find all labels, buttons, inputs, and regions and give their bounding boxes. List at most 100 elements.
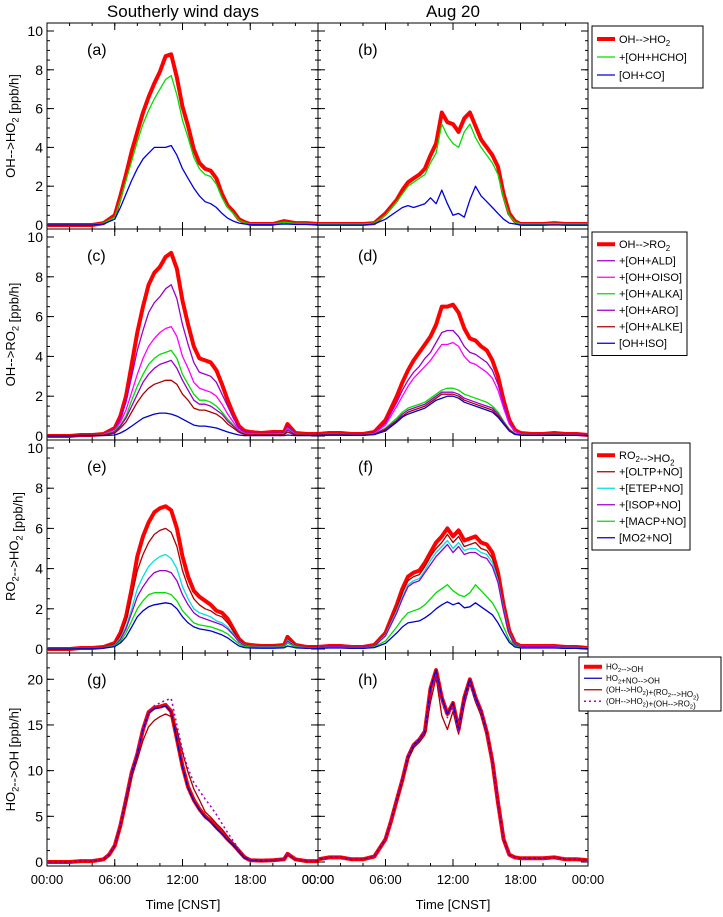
- x-axis-title-left: Time [CNST]: [146, 897, 221, 912]
- x-axis-title-right: Time [CNST]: [416, 897, 491, 912]
- legend-label: +[MACP+NO]: [619, 516, 686, 528]
- series-line: [47, 713, 318, 863]
- legend-label: [OH+ISO]: [619, 338, 667, 350]
- panel-g: 0 5 10 15 20 00:00 06:00 12:00 18:00 00:00 (g) HO2-…: [3, 652, 335, 887]
- y-axis-label: RO2-->HO2 [ppb/h]: [3, 492, 25, 601]
- y-tick-label: 2: [35, 178, 43, 194]
- legend-label: +[OH+HCHO]: [619, 52, 687, 64]
- y-axis-label: OH-->HO2 [ppb/h]: [3, 74, 22, 178]
- legend-label: [OH+CO]: [619, 70, 665, 82]
- x-tick-label: 06:00: [98, 872, 131, 887]
- y-tick-label: 6: [35, 309, 43, 325]
- legend-label: (OH-->HO2)+(RO2-->HO2): [606, 686, 699, 702]
- series-line: [47, 602, 318, 650]
- series-line: [318, 185, 588, 226]
- panel-b: (b) OH-->HO2 +[OH+HCHO] [OH+CO]: [317, 22, 704, 230]
- series-line: [318, 123, 588, 225]
- series-line: [317, 668, 589, 863]
- series-line: [317, 341, 589, 436]
- y-tick-label: 0: [35, 854, 43, 870]
- column-title-right: Aug 20: [426, 2, 480, 21]
- series-line: [317, 329, 589, 436]
- series-line: [317, 391, 589, 437]
- panel-label: (e): [87, 459, 107, 476]
- column-title-left: Southerly wind days: [107, 2, 259, 21]
- legend-label: +[OH+ALKE]: [619, 322, 683, 334]
- y-tick-label: 0: [35, 428, 43, 444]
- y-tick-label: 4: [35, 348, 43, 364]
- legend-label: +[OH+ALKA]: [619, 289, 683, 301]
- y-tick-label: 15: [27, 717, 43, 733]
- series-line: [317, 387, 589, 437]
- y-tick-label: 6: [35, 520, 43, 536]
- legend-label: +[OH+ALD]: [619, 256, 676, 268]
- series-line: [317, 543, 589, 649]
- legend-label: RO2-->HO2: [619, 450, 675, 467]
- y-tick-label: 2: [35, 388, 43, 404]
- legend: HO2-->OHHO2+NO-->OH(OH-->HO2)+(RO2-->HO2…: [578, 656, 722, 712]
- series-line: [317, 395, 589, 437]
- series-line: [317, 302, 589, 437]
- series-line: [47, 697, 318, 863]
- panel-label: (a): [87, 42, 107, 59]
- series-line: [47, 379, 318, 437]
- legend: OH-->HO2 +[OH+HCHO] [OH+CO]: [591, 25, 704, 89]
- series-line: [47, 250, 318, 438]
- series-line: [47, 412, 318, 437]
- legend-label: +[ETEP+NO]: [619, 483, 683, 495]
- legend-box: [591, 442, 691, 551]
- legend: OH-->RO2 +[OH+ALD] +[OH+OISO] +[OH+ALKA] +[O…: [591, 231, 688, 356]
- y-tick-label: 5: [35, 808, 43, 824]
- series-line: [317, 584, 589, 650]
- series-line: [317, 526, 589, 650]
- x-tick-label: 00:00: [31, 872, 64, 887]
- y-tick-label: 2: [35, 601, 43, 617]
- x-tick-label: 12:00: [166, 872, 199, 887]
- legend-label: HO2+NO-->OH: [606, 674, 660, 685]
- y-tick-label: 10: [27, 440, 43, 456]
- panel-f: (f) RO2-->HO2+[OLTP+NO] +[ETEP+NO] +[ISOP+N…: [317, 439, 691, 654]
- series-line: [47, 52, 319, 227]
- x-tick-label: 18:00: [234, 872, 267, 887]
- y-tick-label: 10: [27, 23, 43, 39]
- legend-box: [578, 656, 722, 712]
- legend-label: [MO2+NO]: [619, 533, 672, 545]
- y-tick-label: 8: [35, 62, 43, 78]
- panel-label: (d): [358, 248, 378, 265]
- legend-label: +[OLTP+NO]: [619, 467, 682, 479]
- y-tick-label: 20: [27, 671, 43, 687]
- y-tick-label: 10: [27, 763, 43, 779]
- x-tick-label: 18:00: [504, 872, 537, 887]
- series-line: [47, 504, 318, 651]
- series-line: [47, 705, 318, 863]
- panel-label: (g): [87, 672, 107, 689]
- panel-c: 0 2 4 6 8 10 (c) OH-->RO2 [ppb/h]: [3, 228, 319, 444]
- y-tick-label: 6: [35, 101, 43, 117]
- panel-label: (h): [358, 672, 378, 689]
- legend-label: HO2-->OH: [606, 663, 643, 674]
- legend-label: (OH-->HO2)+(OH-->RO2): [606, 697, 696, 710]
- series-line: [317, 601, 589, 650]
- x-tick-label: 00:00: [302, 872, 335, 887]
- series-line: [317, 669, 589, 861]
- series-line: [47, 702, 318, 864]
- x-tick-label: 00:00: [302, 872, 335, 887]
- legend-label: +[OH+OISO]: [619, 272, 682, 284]
- panel-e: 0 2 4 6 8 10 (e) RO2-->HO2 [ppb/h]: [3, 439, 319, 657]
- panel-h: 00:00 06:00 12:00 18:00 00:00 (h) HO2-->OHHO2+…: [302, 652, 722, 887]
- panel-label: (b): [358, 42, 378, 59]
- panel-d: (d) OH-->RO2 +[OH+ALD] +[OH+OISO] +[OH+ALKA]…: [317, 228, 688, 441]
- panel-label: (c): [87, 248, 106, 265]
- legend: RO2-->HO2+[OLTP+NO] +[ETEP+NO] +[ISOP+NO] +…: [591, 442, 691, 551]
- series-line: [47, 592, 318, 650]
- series-line: [317, 539, 589, 649]
- y-tick-label: 8: [35, 480, 43, 496]
- legend-label: OH-->HO2: [619, 34, 670, 48]
- panel-a: 0 2 4 6 8 10 (a) OH-->HO2 [ppb/h]: [3, 22, 319, 233]
- series-line: [318, 110, 588, 226]
- legend-label: +[OH+ARO]: [619, 305, 678, 317]
- panel-label: (f): [358, 459, 373, 476]
- y-tick-label: 4: [35, 139, 43, 155]
- series-line: [317, 393, 589, 437]
